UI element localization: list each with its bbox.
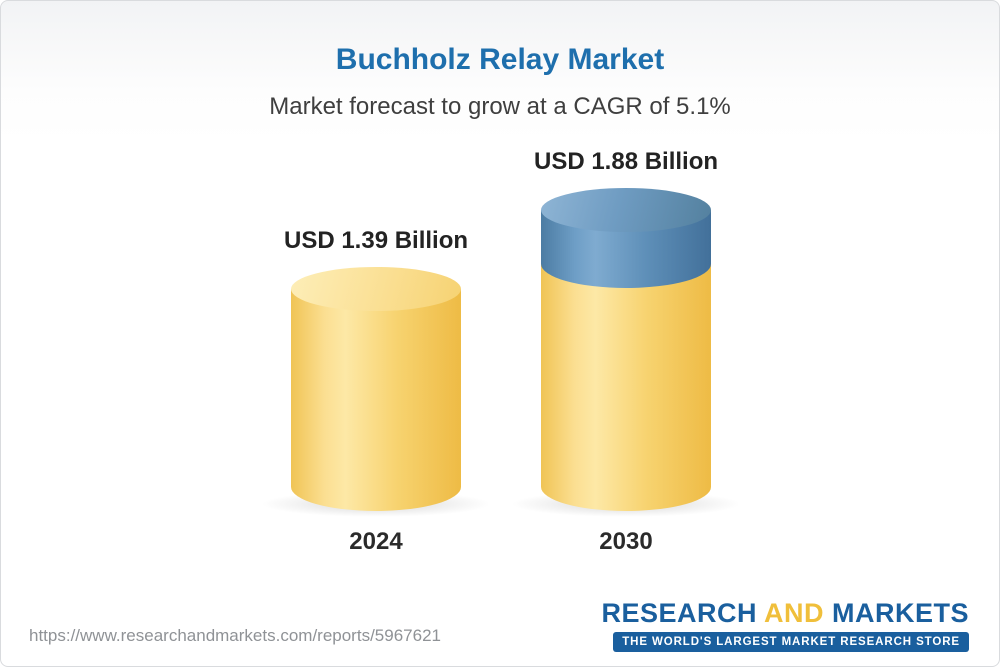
chart-subtitle: Market forecast to grow at a CAGR of 5.1… [269,93,731,120]
chart-title: Buchholz Relay Market [335,43,665,76]
research-and-markets-logo: RESEARCH AND MARKETS THE WORLD'S LARGEST… [601,599,969,652]
cylinder-top-ellipse-2030 [541,188,711,232]
logo-wordmark: RESEARCH AND MARKETS [601,599,969,627]
value-label-2030: USD 1.88 Billion [533,148,719,175]
growth-segment [541,188,711,288]
report-url: https://www.researchandmarkets.com/repor… [29,626,441,645]
value-label-2024: USD 1.39 Billion [283,227,469,254]
cylinder-2024 [291,267,461,511]
logo-word-research: RESEARCH [601,598,757,628]
cylinder-top-ellipse-2024 [291,267,461,311]
logo-word-and: AND [763,598,824,628]
category-label-2024: 2024 [349,528,403,555]
cylinder-2030 [541,188,711,511]
bar-group-2030: USD 1.88 Billion 2030 [511,148,741,557]
logo-word-markets: MARKETS [832,598,969,628]
chart-header: Buchholz Relay Market Market forecast to… [1,1,999,121]
bar-group-2024: USD 1.39 Billion 2024 [261,227,491,557]
category-label-2030: 2030 [599,528,653,555]
logo-tagline: THE WORLD'S LARGEST MARKET RESEARCH STOR… [613,632,969,652]
